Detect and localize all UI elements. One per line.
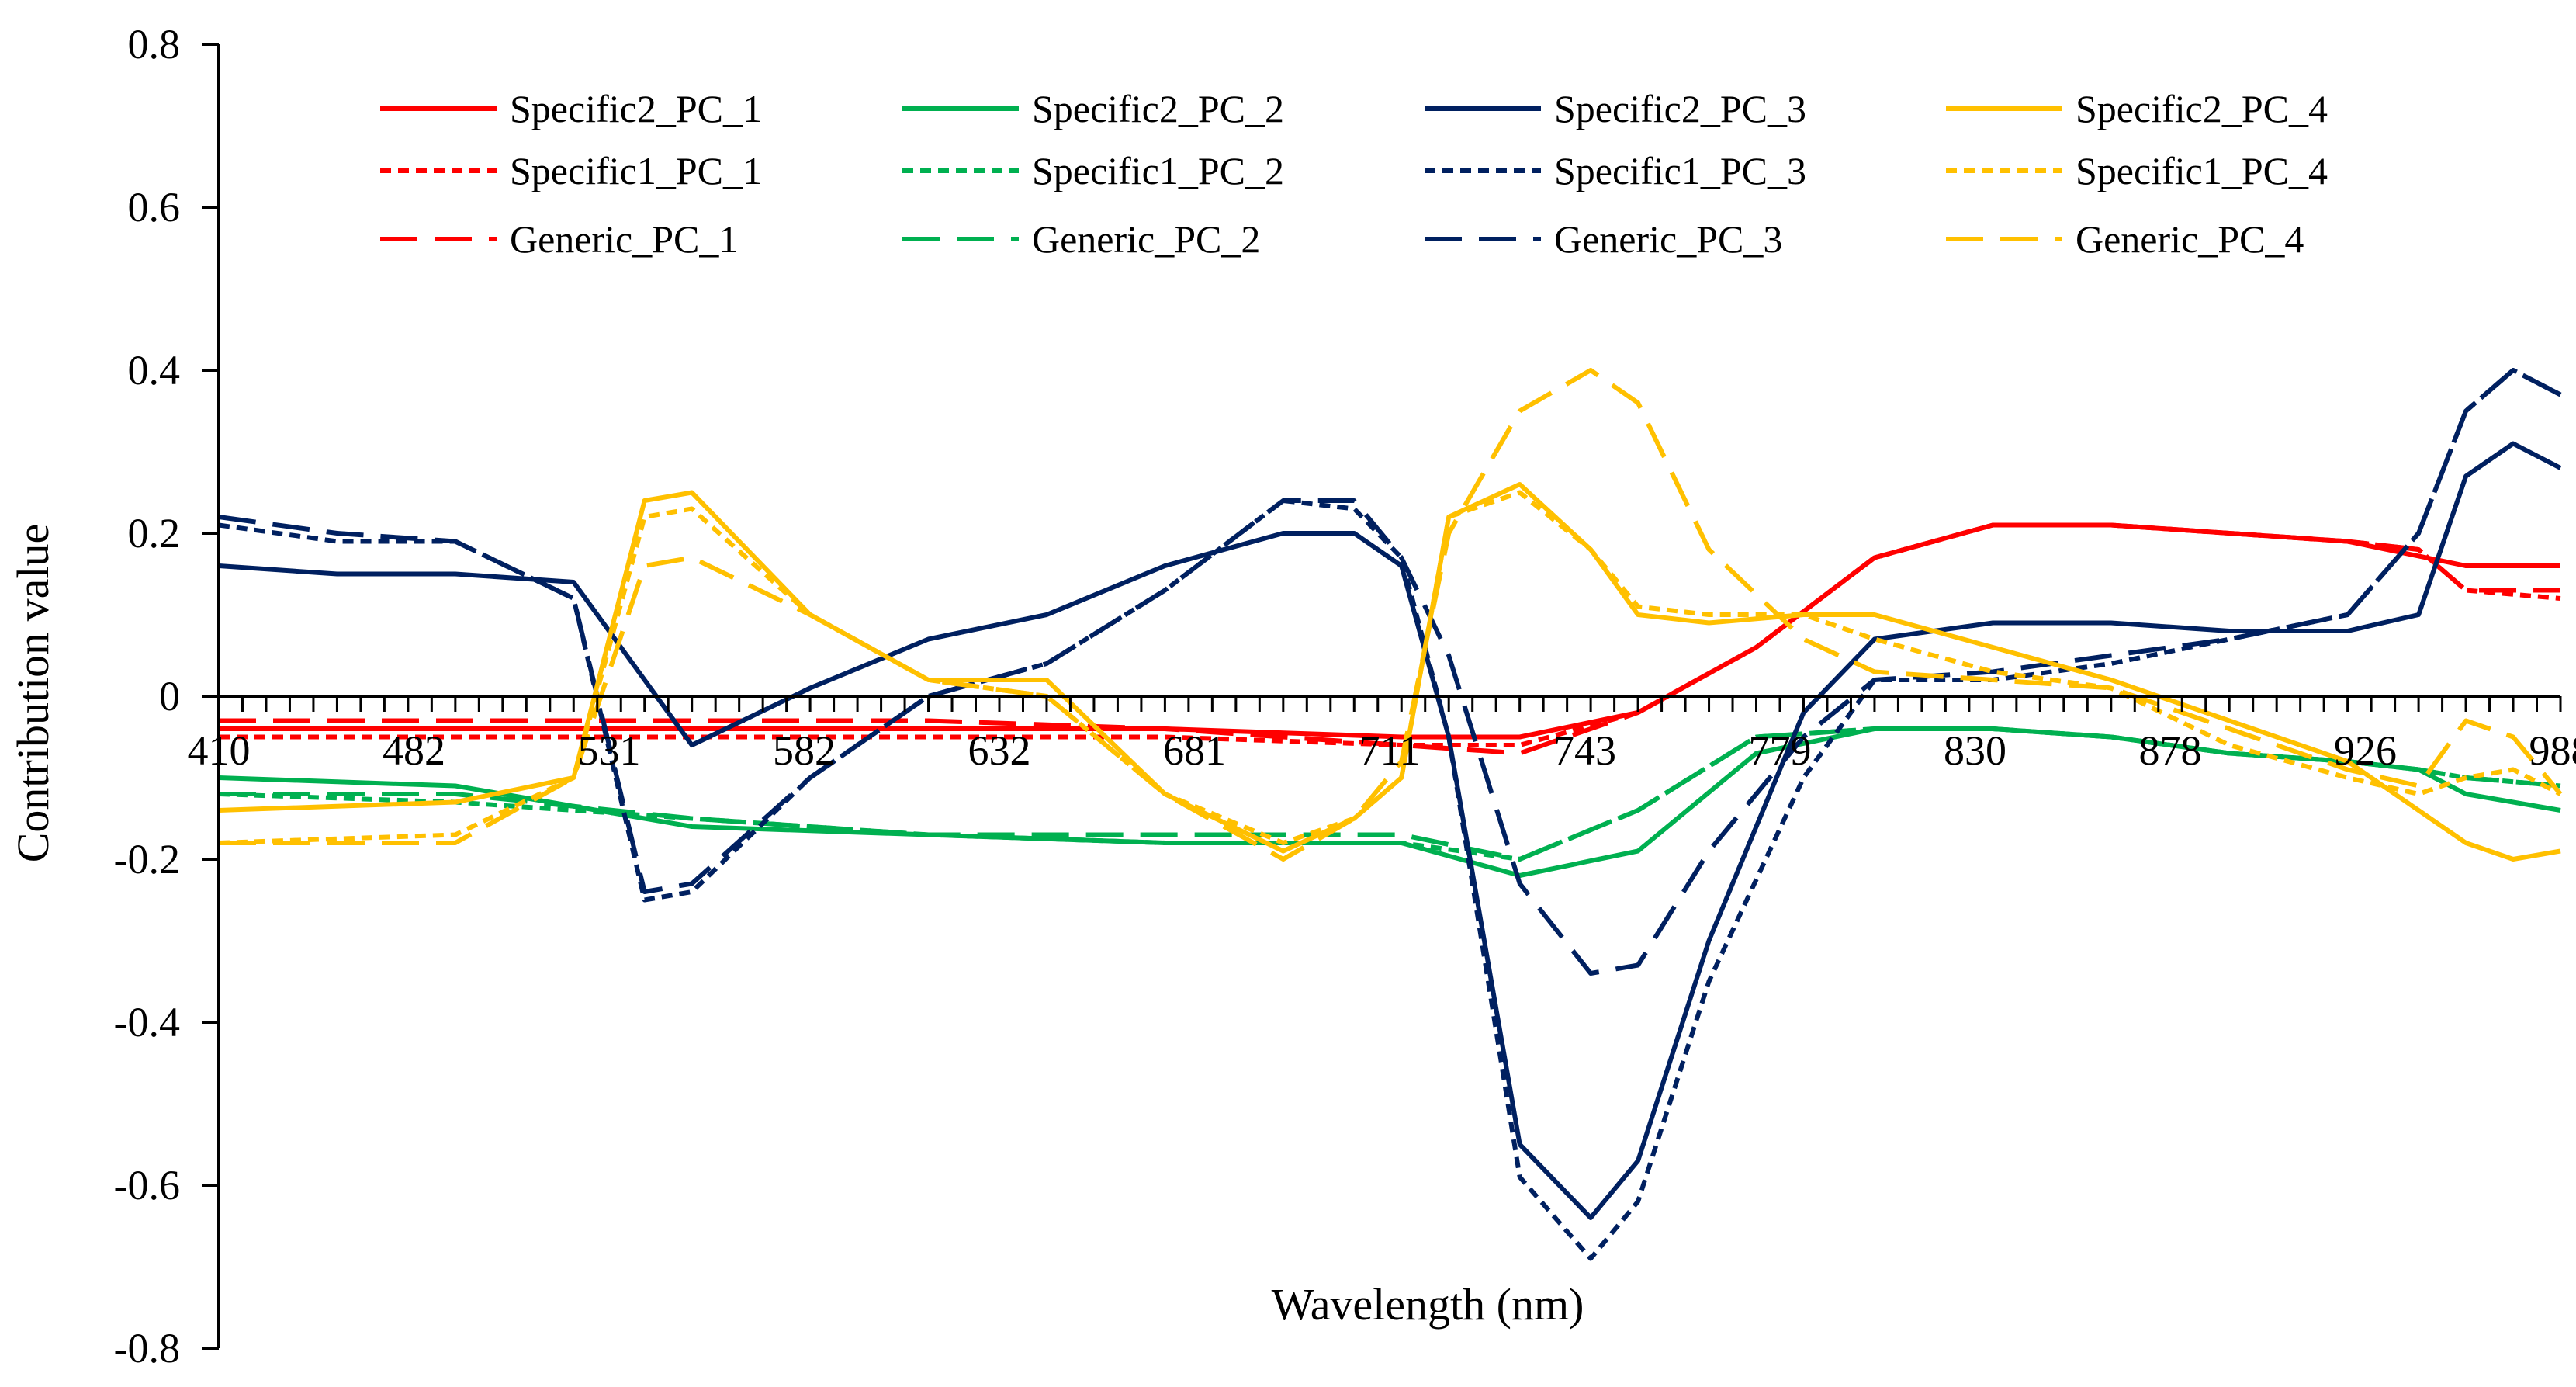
y-tick-label: 0.2 bbox=[128, 510, 181, 557]
y-tick-label: -0.8 bbox=[114, 1325, 180, 1371]
series-lines bbox=[218, 368, 2563, 1261]
legend-label: Specific1_PC_1 bbox=[510, 149, 762, 192]
legend-label: Generic_PC_3 bbox=[1554, 217, 1782, 261]
series-line-specific1-pc-3 bbox=[218, 368, 2562, 1261]
x-tick-label: 531 bbox=[578, 727, 641, 774]
series-line-generic-pc-4 bbox=[219, 368, 2563, 862]
y-tick-label: -0.4 bbox=[114, 999, 180, 1045]
legend-label: Generic_PC_1 bbox=[510, 217, 738, 261]
legend-label: Specific2_PC_4 bbox=[2076, 87, 2328, 130]
x-tick-label: 988 bbox=[2529, 727, 2576, 774]
series-line-generic-pc-3 bbox=[218, 368, 2562, 976]
x-tick-label: 582 bbox=[773, 727, 836, 774]
y-tick-label: 0.6 bbox=[128, 184, 181, 231]
x-axis-title: Wavelength (nm) bbox=[1272, 1279, 1584, 1330]
y-tick-label: -0.6 bbox=[114, 1162, 180, 1208]
x-tick-label: 926 bbox=[2334, 727, 2397, 774]
x-tick-label: 711 bbox=[1359, 727, 1421, 774]
y-tick-label: 0.8 bbox=[128, 21, 181, 68]
y-tick-label: -0.2 bbox=[114, 836, 180, 882]
legend-label: Generic_PC_2 bbox=[1032, 217, 1260, 261]
series-line-specific2-pc-4 bbox=[218, 482, 2561, 862]
legend-label: Specific1_PC_3 bbox=[1554, 149, 1806, 192]
series-line-specific1-pc-1 bbox=[219, 522, 2561, 747]
x-tick-label: 830 bbox=[1944, 727, 2006, 774]
y-tick-label: 0.4 bbox=[128, 347, 181, 394]
y-axis-title: Contribution value bbox=[8, 524, 58, 863]
x-tick-label: 779 bbox=[1749, 727, 1812, 774]
x-tick-label: 743 bbox=[1553, 727, 1616, 774]
series-line-specific1-pc-4 bbox=[218, 490, 2562, 845]
legend-label: Generic_PC_4 bbox=[2076, 217, 2304, 261]
legend: Specific2_PC_1 Specific1_PC_1 Generic_PC_1… bbox=[380, 87, 2328, 261]
legend-label: Specific2_PC_2 bbox=[1032, 87, 1284, 130]
x-tick-label: 632 bbox=[968, 727, 1031, 774]
x-tick-label: 878 bbox=[2139, 727, 2202, 774]
series-line-generic-pc-1 bbox=[219, 522, 2560, 756]
legend-label: Specific1_PC_2 bbox=[1032, 149, 1284, 192]
series-line-generic-pc-2 bbox=[219, 726, 2561, 862]
legend-label: Specific1_PC_4 bbox=[2076, 149, 2328, 192]
legend-label: Specific2_PC_1 bbox=[510, 87, 762, 130]
axes: 0.8 0.6 0.4 0.2 0 -0.2 -0.4 -0.6 -0.8 410 482 531 58… bbox=[114, 21, 2576, 1371]
x-tick-label: 482 bbox=[383, 727, 445, 774]
y-tick-label: 0 bbox=[159, 673, 180, 720]
series-line-specific2-pc-3 bbox=[218, 441, 2562, 1220]
x-tick-label: 410 bbox=[188, 727, 251, 774]
legend-label: Specific2_PC_3 bbox=[1554, 87, 1806, 130]
x-tick-label: 681 bbox=[1163, 727, 1226, 774]
